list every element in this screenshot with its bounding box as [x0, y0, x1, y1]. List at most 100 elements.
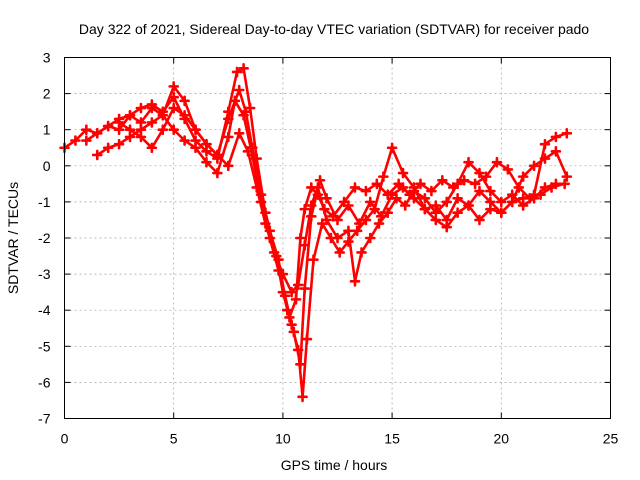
data-point-marker	[146, 142, 158, 154]
data-point-marker	[238, 109, 249, 121]
data-point-marker	[242, 146, 254, 157]
data-point-marker	[81, 124, 92, 135]
data-point-marker	[452, 192, 463, 204]
data-point-marker	[201, 138, 212, 150]
x-axis-label: GPS time / hours	[281, 457, 388, 473]
data-point-marker	[415, 178, 426, 190]
data-point-marker	[279, 290, 291, 302]
data-point-marker	[550, 131, 562, 143]
y-tick-label: -1	[38, 194, 51, 210]
data-point-marker	[426, 185, 437, 197]
data-point-marker	[550, 146, 562, 157]
data-point-marker	[299, 239, 311, 251]
data-point-marker	[349, 276, 361, 287]
data-point-marker	[463, 156, 474, 168]
data-point-marker	[168, 124, 179, 135]
data-point-marker	[343, 200, 354, 211]
data-point-marker	[334, 247, 345, 258]
y-tick-label: -6	[38, 374, 51, 390]
data-point-marker	[157, 109, 169, 121]
y-tick-label: 2	[43, 86, 51, 102]
data-point-marker	[506, 189, 518, 200]
data-point-marker	[91, 128, 103, 139]
data-point-marker	[559, 178, 570, 190]
data-point-marker	[391, 192, 402, 204]
series-pass-2	[81, 81, 573, 370]
data-point-marker	[528, 192, 540, 204]
data-point-marker	[301, 333, 313, 345]
data-point-marker	[251, 182, 262, 193]
data-point-marker	[452, 178, 463, 190]
data-point-marker	[260, 218, 271, 229]
data-point-marker	[135, 131, 147, 143]
y-tick-label: -7	[38, 411, 51, 427]
data-point-marker	[496, 196, 507, 208]
data-point-marker	[419, 203, 431, 215]
data-point-marker	[382, 207, 394, 219]
data-point-marker	[550, 178, 562, 190]
data-point-marker	[364, 196, 376, 208]
data-point-marker	[491, 156, 503, 168]
data-point-marker	[146, 102, 158, 114]
data-point-marker	[113, 138, 125, 150]
data-point-marker	[113, 117, 125, 128]
data-point-marker	[360, 214, 372, 226]
data-series	[59, 63, 573, 403]
y-tick-label: -5	[38, 338, 51, 354]
data-point-marker	[480, 171, 492, 182]
series-line	[96, 99, 569, 399]
data-point-marker	[223, 131, 234, 143]
y-tick-label: 1	[43, 122, 51, 138]
data-point-marker	[441, 221, 452, 233]
data-point-marker	[124, 124, 136, 135]
data-point-marker	[81, 135, 92, 146]
data-point-marker	[561, 171, 573, 182]
data-point-marker	[469, 178, 481, 190]
data-point-marker	[351, 225, 363, 237]
y-tick-label: -4	[38, 302, 51, 318]
data-point-marker	[474, 167, 485, 179]
data-point-marker	[458, 174, 470, 186]
data-point-marker	[299, 283, 311, 294]
axis-ticks: 0 5 10 15 20 25 -7 -6 -5 -4 -3 -2 -1 0 1 2 3	[38, 50, 618, 447]
data-point-marker	[452, 207, 463, 219]
data-point-marker	[561, 128, 573, 139]
data-point-marker	[190, 124, 201, 135]
data-point-marker	[295, 232, 306, 244]
data-point-marker	[517, 171, 529, 182]
series-line	[85, 85, 569, 366]
data-point-marker	[212, 167, 223, 179]
data-point-marker	[268, 247, 280, 258]
data-point-marker	[408, 185, 420, 197]
data-point-marker	[124, 109, 136, 121]
data-point-marker	[356, 247, 367, 258]
data-point-marker	[474, 214, 485, 226]
data-point-marker	[474, 185, 485, 197]
grid	[64, 57, 611, 419]
data-point-marker	[277, 268, 289, 280]
data-point-marker	[463, 200, 474, 211]
data-point-marker	[397, 167, 409, 179]
data-point-marker	[528, 160, 540, 172]
data-point-marker	[223, 160, 234, 172]
chart-title: Day 322 of 2021, Sidereal Day-to-day VTE…	[79, 21, 589, 37]
data-point-marker	[292, 344, 304, 356]
data-point-marker	[399, 200, 411, 211]
data-point-marker	[157, 124, 169, 135]
data-point-marker	[349, 182, 361, 193]
data-point-marker	[502, 164, 514, 175]
data-point-marker	[419, 192, 431, 204]
data-point-marker	[212, 149, 223, 161]
series-pass-4	[113, 102, 562, 298]
x-tick-label: 25	[603, 431, 619, 447]
data-point-marker	[201, 156, 212, 168]
data-point-marker	[290, 294, 302, 305]
data-point-marker	[539, 182, 551, 193]
data-point-marker	[373, 218, 385, 229]
data-point-marker	[308, 254, 319, 265]
data-point-marker	[179, 109, 190, 121]
series-line	[63, 67, 566, 319]
data-point-marker	[231, 66, 243, 78]
data-point-marker	[233, 128, 245, 139]
